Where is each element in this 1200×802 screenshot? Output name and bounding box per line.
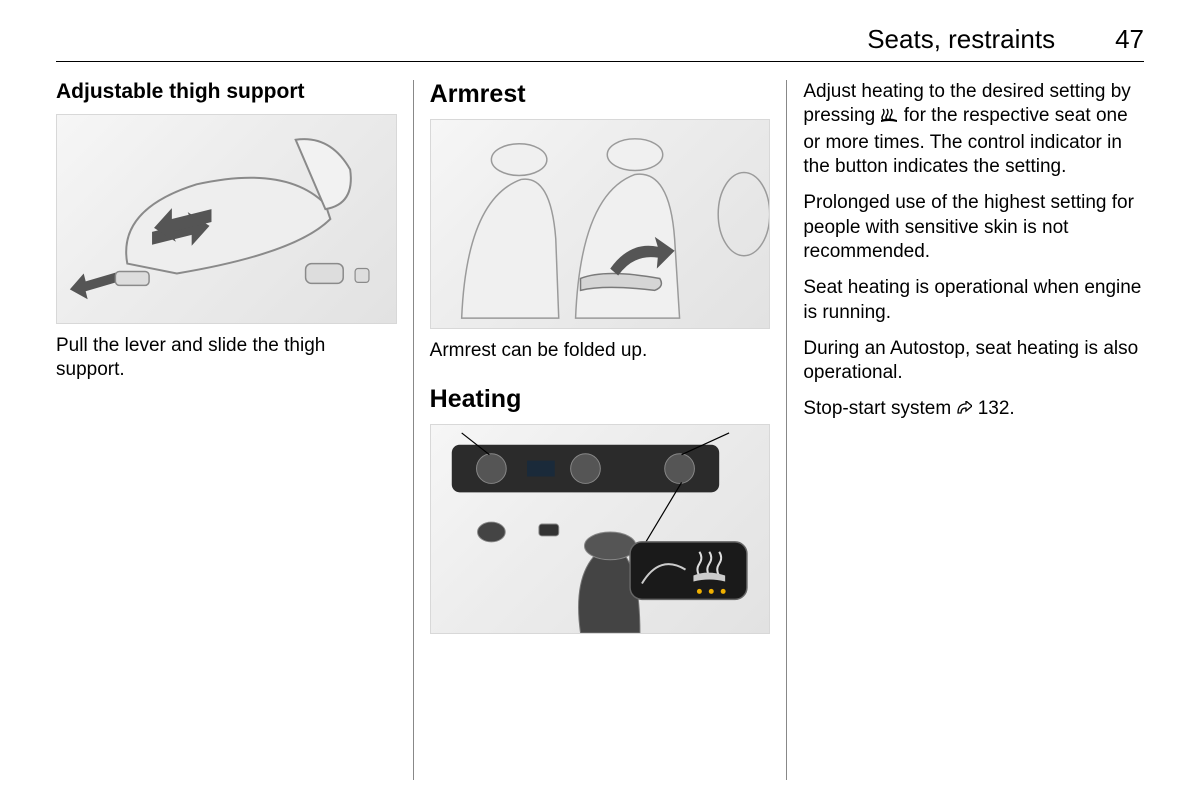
armrest-caption: Armrest can be folded up. <box>430 339 771 363</box>
column-3: Adjust heating to the desired setting by… <box>786 80 1144 780</box>
seat-heat-icon <box>880 106 898 130</box>
heating-para-5a: Stop-start system <box>803 398 956 419</box>
thigh-support-heading: Adjustable thigh support <box>56 80 397 104</box>
thigh-support-caption: Pull the lever and slide the thigh suppo… <box>56 334 397 383</box>
heating-illustration-icon <box>431 425 770 633</box>
heating-para-5b: 132. <box>972 398 1014 419</box>
chapter-title: Seats, restraints <box>867 24 1055 55</box>
page-number: 47 <box>1115 24 1144 55</box>
manual-page: Seats, restraints 47 Adjustable thigh su… <box>0 0 1200 802</box>
seat-thigh-illustration-icon <box>57 115 396 323</box>
heating-heading: Heating <box>430 385 771 414</box>
column-2: Armrest Armrest can be folded up. Heatin… <box>413 80 787 780</box>
heating-para-5: Stop-start system 132. <box>803 397 1144 422</box>
heating-para-4: During an Autostop, seat heating is also… <box>803 337 1144 386</box>
page-header: Seats, restraints 47 <box>56 24 1144 62</box>
heating-para-1: Adjust heating to the desired setting by… <box>803 80 1144 179</box>
heating-para-3: Seat heating is operational when engine … <box>803 276 1144 325</box>
armrest-figure <box>430 119 771 329</box>
armrest-illustration-icon <box>431 120 770 328</box>
content-columns: Adjustable thigh support Pull the lever … <box>56 80 1144 780</box>
thigh-support-figure <box>56 114 397 324</box>
column-1: Adjustable thigh support Pull the lever … <box>56 80 413 780</box>
heating-figure <box>430 424 771 634</box>
crossref-arrow-icon <box>956 398 972 422</box>
heating-para-2: Prolonged use of the highest setting for… <box>803 191 1144 264</box>
armrest-heading: Armrest <box>430 80 771 109</box>
